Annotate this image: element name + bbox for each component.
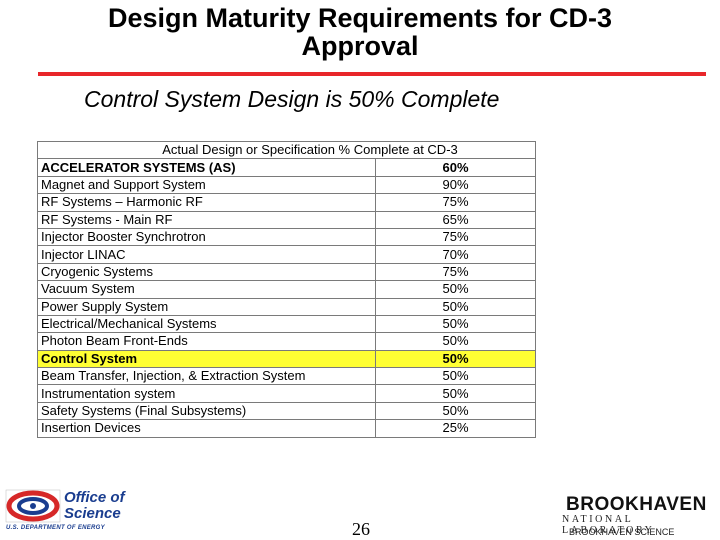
brookhaven-science-label: BROOKHAVEN SCIENCE	[569, 527, 675, 537]
percent-complete: 50%	[375, 349, 536, 369]
percent-complete: 50%	[375, 297, 536, 316]
table-header-row: Actual Design or Specification % Complet…	[37, 140, 536, 160]
office-of-science-logo-icon	[5, 489, 61, 523]
system-name: Magnet and Support System	[37, 175, 376, 195]
system-name: RF Systems – Harmonic RF	[37, 193, 376, 212]
percent-complete: 65%	[375, 210, 536, 229]
percent-complete: 50%	[375, 332, 536, 351]
table-row: Beam Transfer, Injection, & Extraction S…	[37, 367, 536, 386]
system-name: Safety Systems (Final Subsystems)	[37, 401, 376, 421]
table-header: Actual Design or Specification % Complet…	[37, 140, 536, 160]
table-row: Insertion Devices 25%	[37, 419, 536, 438]
office-of-science-wordmark: Office of Science	[64, 490, 125, 522]
table-row: Power Supply System 50%	[37, 297, 536, 316]
table-row: Electrical/Mechanical Systems 50%	[37, 314, 536, 334]
system-name: Cryogenic Systems	[37, 262, 376, 282]
percent-complete: 25%	[375, 419, 536, 438]
table-row: Injector Booster Synchrotron 75%	[37, 227, 536, 247]
system-name: RF Systems - Main RF	[37, 210, 376, 229]
slide-title: Design Maturity Requirements for CD-3 Ap…	[0, 4, 720, 60]
table-row: Safety Systems (Final Subsystems) 50%	[37, 401, 536, 421]
system-name: Power Supply System	[37, 297, 376, 316]
table-row: Cryogenic Systems 75%	[37, 262, 536, 282]
system-name: ACCELERATOR SYSTEMS (AS)	[37, 158, 376, 177]
percent-complete: 75%	[375, 193, 536, 212]
brookhaven-wordmark: BROOKHAVEN	[566, 494, 707, 515]
doe-label: U.S. DEPARTMENT OF ENERGY	[6, 525, 105, 531]
system-name: Control System	[37, 349, 376, 369]
office-line-1: Office of	[64, 489, 125, 506]
percent-complete: 90%	[375, 175, 536, 195]
brookhaven-lab-label: NATIONAL LABORATORY	[562, 514, 655, 536]
percent-complete: 60%	[375, 158, 536, 177]
table-row: ACCELERATOR SYSTEMS (AS) 60%	[37, 158, 536, 177]
table-row: Photon Beam Front-Ends 50%	[37, 332, 536, 351]
system-name: Vacuum System	[37, 280, 376, 299]
slide-title-line-2: Approval	[301, 31, 419, 61]
table-row: RF Systems – Harmonic RF 75%	[37, 193, 536, 212]
system-name: Instrumentation system	[37, 384, 376, 403]
table-row: Magnet and Support System 90%	[37, 175, 536, 195]
percent-complete: 50%	[375, 280, 536, 299]
system-name: Injector Booster Synchrotron	[37, 227, 376, 247]
table-row: Instrumentation system 50%	[37, 384, 536, 403]
percent-complete: 75%	[375, 262, 536, 282]
table-row: Vacuum System 50%	[37, 280, 536, 299]
page-number: 26	[352, 519, 370, 539]
system-name: Electrical/Mechanical Systems	[37, 314, 376, 334]
system-name: Photon Beam Front-Ends	[37, 332, 376, 351]
system-name: Insertion Devices	[37, 419, 376, 438]
design-maturity-table: Actual Design or Specification % Complet…	[37, 140, 536, 438]
table-row: RF Systems - Main RF 65%	[37, 210, 536, 229]
percent-complete: 50%	[375, 367, 536, 386]
percent-complete: 50%	[375, 384, 536, 403]
percent-complete: 50%	[375, 314, 536, 334]
office-line-2: Science	[64, 505, 121, 522]
slide-title-line-1: Design Maturity Requirements for CD-3	[107, 3, 613, 33]
slide-subtitle: Control System Design is 50% Complete	[84, 86, 500, 112]
title-divider	[38, 72, 706, 76]
percent-complete: 70%	[375, 245, 536, 264]
table-row: Injector LINAC 70%	[37, 245, 536, 264]
system-name: Beam Transfer, Injection, & Extraction S…	[37, 367, 376, 386]
percent-complete: 50%	[375, 401, 536, 421]
table-row-highlighted: Control System 50%	[37, 349, 536, 369]
system-name: Injector LINAC	[37, 245, 376, 264]
percent-complete: 75%	[375, 227, 536, 247]
